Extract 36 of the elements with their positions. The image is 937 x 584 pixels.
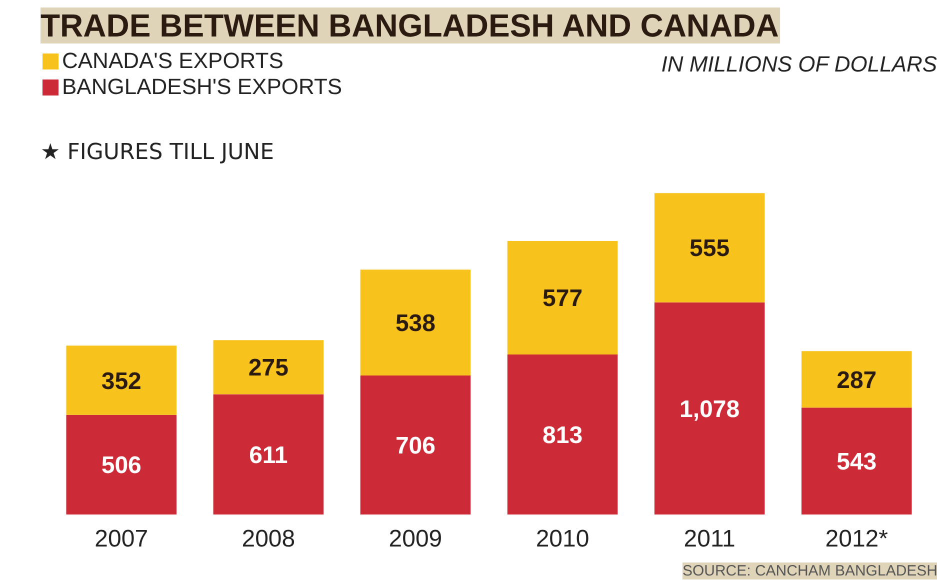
legend-label: CANADA'S EXPORTS xyxy=(62,48,284,74)
bar xyxy=(66,414,177,514)
data-label: 538 xyxy=(395,310,436,338)
legend-label: BANGLADESH'S EXPORTS xyxy=(62,74,342,100)
data-label: 287 xyxy=(836,366,877,394)
bar xyxy=(213,340,324,394)
bar xyxy=(507,240,618,354)
data-label: 555 xyxy=(690,235,730,262)
bar xyxy=(360,376,471,514)
x-tick-label: 2012* xyxy=(825,526,888,552)
x-tick-label: 2007 xyxy=(94,526,148,552)
data-label: 706 xyxy=(395,432,436,460)
data-label: 1,078 xyxy=(680,396,740,423)
source-note: SOURCE: CANCHAM BANGLADESH xyxy=(682,562,937,580)
bar xyxy=(507,354,618,514)
chart-title: TRADE BETWEEN BANGLADESH AND CANADA xyxy=(40,8,779,44)
bar xyxy=(801,351,912,408)
text: ★ FIGURES TILL JUNE xyxy=(40,140,274,165)
data-label: 275 xyxy=(248,354,288,382)
bar xyxy=(801,408,912,514)
bar xyxy=(213,394,324,514)
data-label: 543 xyxy=(836,448,877,476)
data-label: 611 xyxy=(249,442,288,469)
chart-subtitle: IN MILLIONS OF DOLLARS xyxy=(661,52,937,76)
data-label: 813 xyxy=(542,422,583,449)
bar xyxy=(654,193,765,302)
x-tick-label: 2008 xyxy=(242,526,296,552)
x-tick-label: 2010 xyxy=(536,526,590,552)
data-label: 577 xyxy=(542,285,583,312)
bar xyxy=(654,302,765,514)
data-label: 352 xyxy=(101,368,142,395)
data-label: 506 xyxy=(101,452,142,480)
bar xyxy=(360,270,471,376)
x-tick-label: 2009 xyxy=(388,526,442,552)
bar xyxy=(66,346,177,415)
x-tick-label: 2011 xyxy=(684,526,736,552)
